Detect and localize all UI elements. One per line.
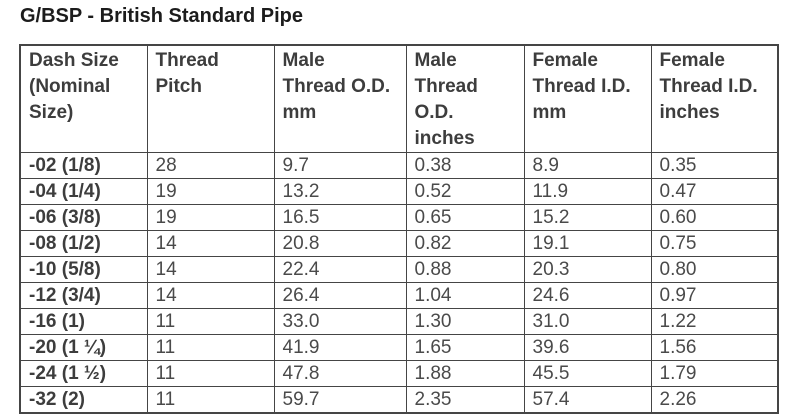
- cell-female-id-mm: 11.9: [523, 178, 652, 205]
- cell-female-id-mm: 45.5: [523, 360, 652, 387]
- cell-male-od-inches: 1.88: [405, 360, 525, 387]
- cell-male-od-mm: 22.4: [273, 256, 407, 283]
- cell-female-id-inches: 0.60: [650, 204, 779, 231]
- cell-female-id-mm: 8.9: [523, 152, 652, 179]
- cell-female-id-inches: 0.47: [650, 178, 779, 205]
- cell-female-id-mm: 20.3: [523, 256, 652, 283]
- col-header-male-od-mm: Male Thread O.D. mm: [273, 44, 407, 153]
- cell-female-id-mm: 19.1: [523, 230, 652, 257]
- cell-male-od-inches: 0.82: [405, 230, 525, 257]
- cell-male-od-mm: 9.7: [273, 152, 407, 179]
- table-row: -16 (1) 11 33.0 1.30 31.0 1.22: [19, 308, 779, 335]
- cell-male-od-inches: 1.30: [405, 308, 525, 335]
- cell-female-id-mm: 24.6: [523, 282, 652, 309]
- cell-male-od-inches: 0.38: [405, 152, 525, 179]
- cell-thread-pitch: 14: [146, 256, 275, 283]
- cell-dash-size: -10 (5/8): [19, 256, 148, 283]
- cell-male-od-mm: 13.2: [273, 178, 407, 205]
- cell-female-id-inches: 1.79: [650, 360, 779, 387]
- cell-male-od-mm: 59.7: [273, 386, 407, 414]
- table-row: -20 (1 ¼) 11 41.9 1.65 39.6 1.56: [19, 334, 779, 361]
- cell-dash-size: -20 (1 ¼): [19, 334, 148, 361]
- col-header-dash-size: Dash Size (Nominal Size): [19, 44, 148, 153]
- cell-male-od-mm: 16.5: [273, 204, 407, 231]
- cell-dash-size: -02 (1/8): [19, 152, 148, 179]
- table-row: -06 (3/8) 19 16.5 0.65 15.2 0.60: [19, 204, 779, 231]
- cell-male-od-mm: 47.8: [273, 360, 407, 387]
- cell-female-id-mm: 15.2: [523, 204, 652, 231]
- cell-dash-size: -32 (2): [19, 386, 148, 414]
- cell-male-od-inches: 1.65: [405, 334, 525, 361]
- cell-male-od-mm: 20.8: [273, 230, 407, 257]
- cell-male-od-inches: 2.35: [405, 386, 525, 414]
- cell-female-id-inches: 0.35: [650, 152, 779, 179]
- col-header-female-id-mm: Female Thread I.D. mm: [523, 44, 652, 153]
- cell-female-id-mm: 57.4: [523, 386, 652, 414]
- cell-female-id-inches: 1.22: [650, 308, 779, 335]
- cell-female-id-inches: 0.80: [650, 256, 779, 283]
- cell-female-id-mm: 31.0: [523, 308, 652, 335]
- table-header-row: Dash Size (Nominal Size) Thread Pitch Ma…: [19, 44, 779, 153]
- cell-thread-pitch: 14: [146, 282, 275, 309]
- cell-dash-size: -04 (1/4): [19, 178, 148, 205]
- cell-male-od-inches: 0.65: [405, 204, 525, 231]
- cell-male-od-mm: 33.0: [273, 308, 407, 335]
- col-header-male-od-inches: Male Thread O.D. inches: [405, 44, 525, 153]
- cell-male-od-inches: 0.52: [405, 178, 525, 205]
- cell-dash-size: -12 (3/4): [19, 282, 148, 309]
- cell-thread-pitch: 11: [146, 386, 275, 414]
- cell-female-id-mm: 39.6: [523, 334, 652, 361]
- cell-dash-size: -08 (1/2): [19, 230, 148, 257]
- cell-dash-size: -06 (3/8): [19, 204, 148, 231]
- cell-female-id-inches: 1.56: [650, 334, 779, 361]
- table-row: -10 (5/8) 14 22.4 0.88 20.3 0.80: [19, 256, 779, 283]
- cell-thread-pitch: 11: [146, 308, 275, 335]
- cell-thread-pitch: 19: [146, 178, 275, 205]
- cell-male-od-inches: 0.88: [405, 256, 525, 283]
- cell-thread-pitch: 11: [146, 360, 275, 387]
- cell-dash-size: -16 (1): [19, 308, 148, 335]
- cell-thread-pitch: 11: [146, 334, 275, 361]
- table-row: -24 (1 ½) 11 47.8 1.88 45.5 1.79: [19, 360, 779, 387]
- table-row: -04 (1/4) 19 13.2 0.52 11.9 0.47: [19, 178, 779, 205]
- cell-female-id-inches: 0.75: [650, 230, 779, 257]
- table-row: -32 (2) 11 59.7 2.35 57.4 2.26: [19, 386, 779, 414]
- page-title: G/BSP - British Standard Pipe: [20, 5, 304, 27]
- cell-female-id-inches: 2.26: [650, 386, 779, 414]
- table-row: -12 (3/4) 14 26.4 1.04 24.6 0.97: [19, 282, 779, 309]
- table-row: -02 (1/8) 28 9.7 0.38 8.9 0.35: [19, 152, 779, 179]
- cell-male-od-inches: 1.04: [405, 282, 525, 309]
- cell-dash-size: -24 (1 ½): [19, 360, 148, 387]
- table-row: -08 (1/2) 14 20.8 0.82 19.1 0.75: [19, 230, 779, 257]
- bsp-thread-table: Dash Size (Nominal Size) Thread Pitch Ma…: [19, 44, 779, 414]
- cell-thread-pitch: 28: [146, 152, 275, 179]
- cell-female-id-inches: 0.97: [650, 282, 779, 309]
- col-header-thread-pitch: Thread Pitch: [146, 44, 275, 153]
- cell-male-od-mm: 41.9: [273, 334, 407, 361]
- cell-thread-pitch: 14: [146, 230, 275, 257]
- cell-male-od-mm: 26.4: [273, 282, 407, 309]
- col-header-female-id-inches: Female Thread I.D. inches: [650, 44, 779, 153]
- cell-thread-pitch: 19: [146, 204, 275, 231]
